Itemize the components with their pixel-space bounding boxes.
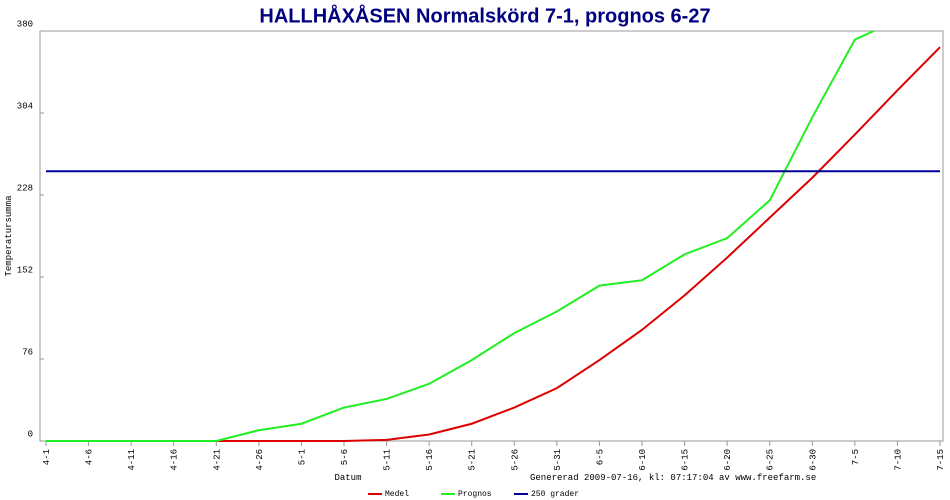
plot-frame <box>39 30 944 442</box>
x-tick-label: 5-26 <box>510 449 520 471</box>
x-tick-label: 7-15 <box>936 449 946 471</box>
x-tick-label: 5-16 <box>425 449 435 471</box>
legend-label: 250 grader <box>531 490 579 499</box>
x-tick-label: 5-6 <box>340 449 350 465</box>
x-tick-label: 5-21 <box>468 449 478 471</box>
plot-lines <box>46 31 941 442</box>
x-tick-label: 6-15 <box>681 449 691 471</box>
x-tick-label: 4-16 <box>170 449 180 471</box>
footer: Genererad 2009-07-16, kl: 07:17:04 av ww… <box>530 473 816 483</box>
x-tick-label: 4-11 <box>127 449 137 471</box>
x-tick-label: 6-10 <box>638 449 648 471</box>
y-tick-label: 152 <box>17 265 33 275</box>
x-tick-label: 6-30 <box>808 449 818 471</box>
y-tick-label: 76 <box>22 347 33 357</box>
x-tick-label: 7-10 <box>893 449 903 471</box>
y-tick-label: 380 <box>17 19 33 29</box>
x-tick-label: 5-1 <box>297 449 307 465</box>
legend-label: Prognos <box>458 490 492 499</box>
y-tick-label: 228 <box>17 183 33 193</box>
chart-title: HALLHÅXÅSEN Normalskörd 7-1, prognos 6-2… <box>259 3 710 27</box>
legend-label: Medel <box>385 490 409 499</box>
series-line <box>46 46 941 442</box>
x-axis-label: Datum <box>334 473 361 483</box>
x-tick-label: 4-6 <box>85 449 95 465</box>
x-tick-label: 6-20 <box>723 449 733 471</box>
y-tick-label: 304 <box>17 101 33 111</box>
y-axis-label: Temperatursumma <box>4 195 14 277</box>
x-tick-label: 4-1 <box>42 449 52 465</box>
x-tick-label: 4-26 <box>255 449 265 471</box>
x-tick-label: 5-31 <box>553 449 563 471</box>
x-tick-label: 7-5 <box>851 449 861 465</box>
series-line <box>46 31 877 442</box>
x-tick-label: 6-25 <box>766 449 776 471</box>
x-tick-label: 6-5 <box>595 449 605 465</box>
y-tick-label: 0 <box>28 429 33 439</box>
x-tick-label: 4-21 <box>212 449 222 471</box>
x-tick-label: 5-11 <box>383 449 393 471</box>
